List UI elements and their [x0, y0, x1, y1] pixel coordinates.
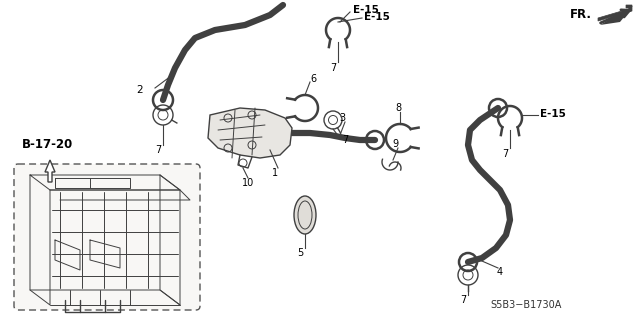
Polygon shape	[208, 108, 292, 158]
Text: 6: 6	[310, 74, 316, 84]
Text: E‑15: E‑15	[353, 5, 379, 15]
Polygon shape	[598, 5, 632, 21]
Text: 5: 5	[297, 248, 303, 258]
Text: E-15: E-15	[540, 109, 566, 119]
Polygon shape	[45, 160, 55, 182]
Text: S5B3−B1730A: S5B3−B1730A	[490, 300, 561, 310]
Text: 7: 7	[502, 149, 508, 159]
Text: 3: 3	[339, 113, 345, 123]
Text: 7: 7	[460, 295, 466, 305]
Polygon shape	[600, 6, 633, 25]
Text: 7: 7	[330, 63, 336, 73]
Text: E-15: E-15	[364, 12, 390, 22]
Text: 7: 7	[342, 135, 348, 145]
FancyBboxPatch shape	[14, 164, 200, 310]
Text: B-17-20: B-17-20	[22, 138, 73, 152]
Text: 1: 1	[272, 168, 278, 178]
Text: 9: 9	[392, 139, 398, 149]
Text: 2: 2	[137, 85, 143, 95]
Text: 4: 4	[497, 267, 503, 277]
Text: FR.: FR.	[570, 9, 592, 21]
Text: 10: 10	[242, 178, 254, 188]
Text: 8: 8	[395, 103, 401, 113]
Ellipse shape	[294, 196, 316, 234]
Text: 7: 7	[155, 145, 161, 155]
